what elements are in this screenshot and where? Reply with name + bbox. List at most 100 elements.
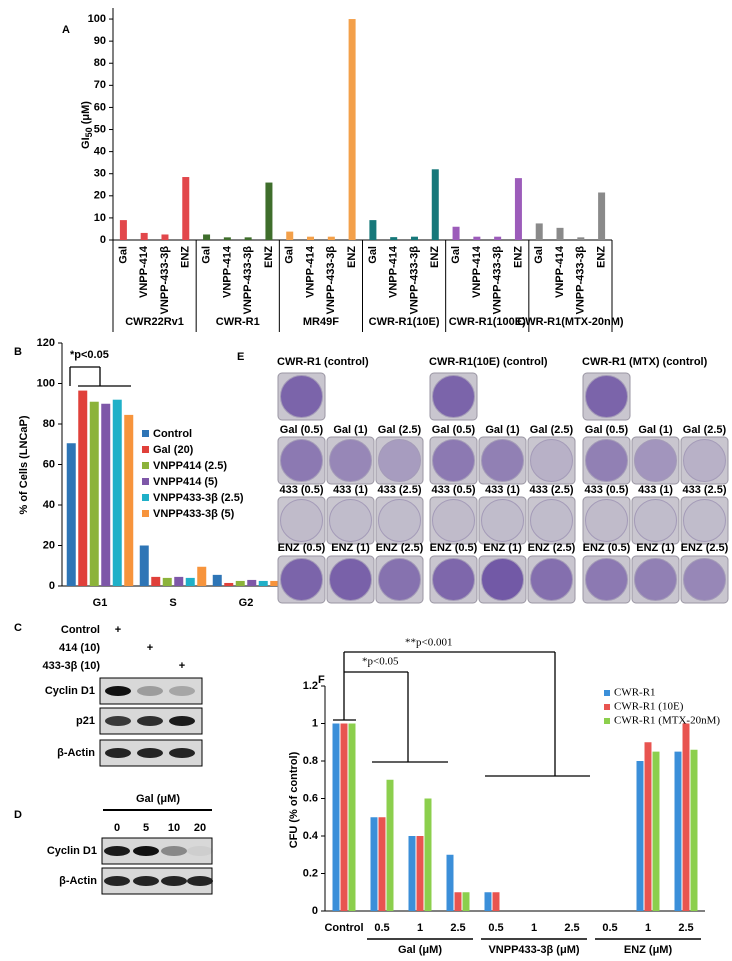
- plate-label: 433 (0.5): [431, 484, 475, 496]
- bar: [124, 414, 134, 586]
- x-tick-label: 0.5: [488, 922, 503, 934]
- plate-label: Gal (2.5): [378, 424, 422, 436]
- bar: [378, 817, 386, 911]
- bar: [212, 574, 222, 586]
- bar: [410, 236, 418, 240]
- bar: [161, 234, 169, 240]
- x-tick-label: ENZ: [263, 246, 275, 268]
- bar: [652, 751, 660, 911]
- blot-band: [161, 846, 187, 856]
- y-axis-title: % of Cells (LNCaP): [18, 415, 30, 514]
- panel-label: E: [237, 351, 244, 363]
- dose-label: 0: [114, 822, 120, 834]
- bar: [452, 226, 460, 240]
- dose-label: 5: [143, 822, 149, 834]
- bar: [682, 723, 690, 911]
- bar: [424, 798, 432, 911]
- panel-label: B: [14, 346, 22, 358]
- plate-well: [530, 499, 573, 542]
- plate-well: [634, 439, 677, 482]
- plate-label: 433 (1): [638, 484, 673, 496]
- bar: [89, 401, 99, 586]
- x-tick-label: Gal: [200, 246, 212, 264]
- plate-well: [432, 558, 475, 601]
- x-tick-label: Gal: [284, 246, 296, 264]
- y-tick-label: 0: [49, 580, 55, 592]
- plate-label: ENZ (2.5): [376, 542, 424, 554]
- plate-well: [683, 499, 726, 542]
- y-tick-label: 70: [94, 79, 106, 91]
- plate-well: [481, 499, 524, 542]
- plate: [527, 436, 576, 485]
- plate-label: Gal (1): [485, 424, 520, 436]
- bar: [258, 580, 268, 586]
- legend-swatch: [142, 430, 149, 437]
- x-tick-label: VNPP-414: [388, 245, 400, 298]
- y-tick-label: 80: [94, 57, 106, 69]
- panel-label: A: [62, 24, 70, 36]
- x-tick-label: ENZ: [180, 246, 192, 268]
- legend-label: CWR-R1 (10E): [614, 701, 684, 713]
- bar: [270, 580, 280, 586]
- blot-band: [105, 686, 131, 696]
- annotation: *p<0.05: [362, 656, 399, 668]
- bar: [446, 854, 454, 911]
- bar: [185, 577, 195, 586]
- bar: [348, 19, 356, 240]
- legend-label: CWR-R1: [614, 687, 656, 699]
- bar: [182, 177, 190, 240]
- plate-well: [683, 439, 726, 482]
- bar: [690, 749, 698, 911]
- group-label: CWR22Rv1: [125, 316, 184, 328]
- bar: [223, 237, 231, 240]
- blot-band: [137, 716, 163, 726]
- legend-swatch: [604, 718, 610, 724]
- plate: [478, 496, 527, 545]
- plate: [375, 496, 424, 545]
- plate-label: ENZ (0.5): [430, 542, 478, 554]
- y-tick-label: 120: [37, 337, 55, 349]
- bar: [369, 220, 377, 240]
- blot-row-label: Cyclin D1: [47, 845, 97, 857]
- dose-label: 20: [194, 822, 206, 834]
- plate: [680, 496, 729, 545]
- blot-band: [161, 876, 187, 886]
- x-tick-label: VNPP-433-3β: [325, 246, 337, 315]
- x-tick-label: 1: [417, 922, 423, 934]
- x-tick-label: VNPP-414: [221, 245, 233, 298]
- bar: [556, 227, 564, 240]
- plate: [326, 436, 375, 485]
- plate-label: Gal (2.5): [683, 424, 727, 436]
- y-tick-label: 90: [94, 35, 106, 47]
- plate-label: 433 (2.5): [682, 484, 726, 496]
- blot-header: Gal (μM): [136, 793, 180, 805]
- group-label: CWR-R1(10E): [369, 316, 440, 328]
- bar: [78, 390, 88, 586]
- plate-well: [585, 558, 628, 601]
- plate-title: CWR-R1 (MTX) (control): [582, 356, 708, 368]
- plate-label: Gal (0.5): [585, 424, 629, 436]
- plate-well: [585, 375, 628, 418]
- condition-label: Control: [61, 624, 100, 636]
- bar: [119, 220, 127, 240]
- y-tick-label: 60: [43, 458, 55, 470]
- legend-label: Control: [153, 428, 192, 440]
- condition-label: 414 (10): [59, 642, 100, 654]
- x-tick-label: Gal: [450, 246, 462, 264]
- blot-row-label: Cyclin D1: [45, 685, 95, 697]
- plate-label: Gal (1): [333, 424, 368, 436]
- plate-label: ENZ (0.5): [583, 542, 631, 554]
- y-tick-label: 100: [88, 13, 106, 25]
- plate-well: [329, 499, 372, 542]
- blot-band: [187, 876, 213, 886]
- x-tick-label: Gal: [117, 246, 129, 264]
- plate-label: Gal (0.5): [280, 424, 324, 436]
- group-label: CWR-R1(MTX-20nM): [517, 316, 624, 328]
- plate: [277, 496, 326, 545]
- y-tick-label: 0.2: [303, 867, 318, 879]
- plate-well: [329, 558, 372, 601]
- plate-label: Gal (0.5): [432, 424, 476, 436]
- legend-label: VNPP414 (2.5): [153, 460, 227, 472]
- plate-well: [432, 439, 475, 482]
- plate-well: [329, 439, 372, 482]
